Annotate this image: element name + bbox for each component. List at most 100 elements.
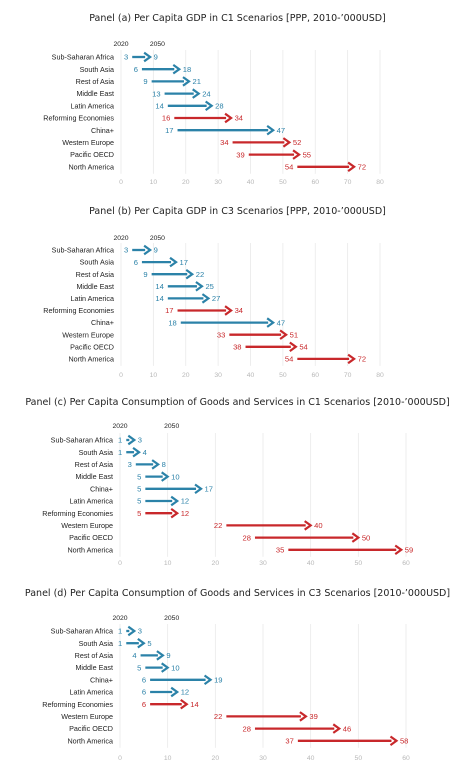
category-label-pacific-oecd: Pacific OECD <box>69 533 113 542</box>
arrow-head <box>143 51 153 63</box>
category-label-reforming-economies: Reforming Economies <box>42 700 113 709</box>
end-value-label: 10 <box>171 472 179 481</box>
arrow-head <box>185 269 195 280</box>
category-label-sub-saharan-africa: Sub-Saharan Africa <box>51 627 113 636</box>
end-value-label: 40 <box>314 521 322 530</box>
start-value-label: 34 <box>220 138 228 147</box>
start-value-label: 1 <box>118 627 122 636</box>
end-value-label: 52 <box>293 138 301 147</box>
start-value-label: 17 <box>165 306 173 315</box>
x-tick-label: 50 <box>279 372 287 379</box>
category-label-reforming-economies: Reforming Economies <box>42 509 113 518</box>
category-label-western-europe: Western Europe <box>62 138 114 147</box>
start-value-label: 6 <box>134 65 138 74</box>
category-label-latin-america: Latin America <box>69 688 113 697</box>
category-label-western-europe: Western Europe <box>61 712 113 721</box>
x-tick-label: 10 <box>164 560 172 567</box>
x-tick-label: 20 <box>182 179 190 186</box>
category-label-middle-east: Middle East <box>76 89 114 98</box>
end-value-label: 3 <box>138 627 142 636</box>
category-label-pacific-oecd: Pacific OECD <box>69 724 113 733</box>
start-value-label: 5 <box>137 509 141 518</box>
end-value-label: 9 <box>166 651 170 660</box>
arrow-head <box>201 293 211 304</box>
start-value-label: 3 <box>128 460 132 469</box>
category-label-north-america: North America <box>67 736 113 745</box>
arrow-head <box>143 244 153 256</box>
arrow-head <box>182 76 191 87</box>
x-tick-label: 40 <box>307 560 315 567</box>
arrow-head <box>266 317 276 328</box>
category-label-china: China+ <box>91 126 114 135</box>
arrow-head <box>299 711 308 722</box>
end-value-label: 59 <box>405 546 413 555</box>
start-value-label: 1 <box>118 448 122 457</box>
end-year-label: 2050 <box>150 41 165 48</box>
start-value-label: 6 <box>142 700 146 709</box>
end-value-label: 46 <box>343 724 351 733</box>
x-tick-label: 80 <box>376 179 384 186</box>
category-label-north-america: North America <box>68 162 114 171</box>
category-label-western-europe: Western Europe <box>61 521 113 530</box>
start-value-label: 9 <box>143 270 147 279</box>
arrow-head <box>151 459 161 470</box>
category-label-pacific-oecd: Pacific OECD <box>70 150 114 159</box>
end-value-label: 58 <box>400 737 408 746</box>
category-label-reforming-economies: Reforming Economies <box>43 306 114 315</box>
start-year-label: 2020 <box>113 235 128 242</box>
start-value-label: 6 <box>142 688 146 697</box>
end-year-label: 2050 <box>164 615 179 622</box>
end-value-label: 14 <box>190 700 198 709</box>
start-value-label: 22 <box>214 521 222 530</box>
x-tick-label: 50 <box>355 755 363 762</box>
x-tick-label: 60 <box>402 560 410 567</box>
start-value-label: 5 <box>137 485 141 494</box>
arrow-head <box>156 650 165 661</box>
start-value-label: 14 <box>155 102 163 111</box>
panel-c-title: Panel (c) Per Capita Consumption of Good… <box>25 397 450 408</box>
arrow-head <box>180 699 189 710</box>
start-value-label: 3 <box>124 53 128 62</box>
start-value-label: 18 <box>168 318 176 327</box>
panel-d-chart: 0 10 20 30 40 50 60 2020 2050 Sub-Saharan Africa 1… <box>42 615 410 762</box>
category-label-reforming-economies: Reforming Economies <box>43 114 114 123</box>
x-tick-label: 20 <box>182 372 190 379</box>
category-label-sub-saharan-africa: Sub-Saharan Africa <box>52 246 114 255</box>
start-value-label: 16 <box>162 114 170 123</box>
arrow-head <box>347 353 356 365</box>
end-value-label: 54 <box>299 343 307 352</box>
arrow-head <box>289 341 298 352</box>
start-value-label: 5 <box>137 472 141 481</box>
category-label-pacific-oecd: Pacific OECD <box>70 342 114 351</box>
start-value-label: 33 <box>217 330 225 339</box>
category-label-rest-of-asia: Rest of Asia <box>75 460 113 469</box>
end-value-label: 21 <box>192 77 200 86</box>
x-tick-label: 40 <box>307 755 315 762</box>
end-value-label: 19 <box>214 676 222 685</box>
arrow-head <box>351 532 361 543</box>
arrow-head <box>292 149 301 160</box>
arrow-head <box>127 625 137 637</box>
category-label-sub-saharan-africa: Sub-Saharan Africa <box>52 53 114 62</box>
arrow-head <box>170 686 180 698</box>
end-value-label: 50 <box>362 533 370 542</box>
x-tick-label: 60 <box>402 755 410 762</box>
category-label-south-asia: South Asia <box>80 258 114 267</box>
category-label-latin-america: Latin America <box>70 101 114 110</box>
arrow-head <box>195 281 204 292</box>
start-value-label: 4 <box>132 651 136 660</box>
end-value-label: 17 <box>205 485 213 494</box>
start-year-label: 2020 <box>112 615 127 622</box>
panel-d-title: Panel (d) Per Capita Consumption of Good… <box>24 588 451 599</box>
arrow-head <box>194 483 203 494</box>
end-value-label: 9 <box>154 246 158 255</box>
end-value-label: 72 <box>358 355 366 364</box>
start-value-label: 22 <box>214 712 222 721</box>
category-label-north-america: North America <box>67 545 113 554</box>
start-value-label: 14 <box>155 294 163 303</box>
start-value-label: 1 <box>118 436 122 445</box>
end-value-label: 5 <box>147 639 151 648</box>
x-tick-label: 0 <box>119 179 123 186</box>
start-value-label: 35 <box>276 546 284 555</box>
end-value-label: 10 <box>171 663 179 672</box>
